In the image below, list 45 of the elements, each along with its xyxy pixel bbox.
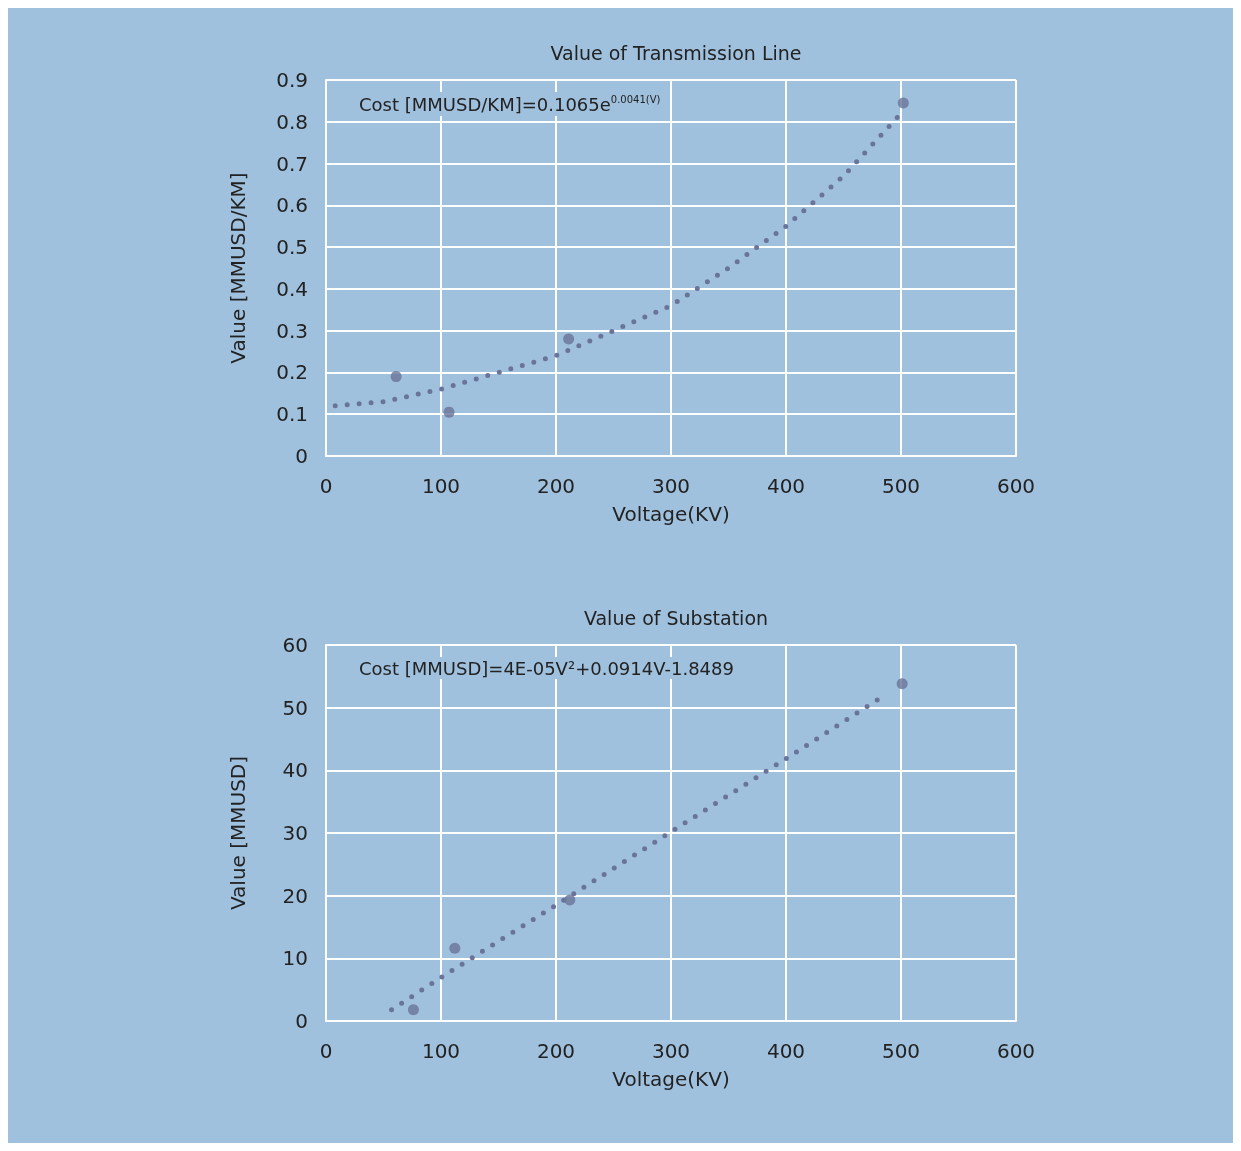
point xyxy=(449,942,461,954)
point xyxy=(390,371,402,383)
y-tick-label: 40 xyxy=(282,758,308,783)
y-tick-label: 0.7 xyxy=(276,151,308,176)
x-tick-label: 100 xyxy=(421,474,461,498)
x-tick-label: 0 xyxy=(319,474,333,498)
annotation: Cost [MMUSD]=4E-05V²+0.0914V-1.8489 xyxy=(359,657,734,679)
x-tick-label: 600 xyxy=(996,474,1036,498)
y-tick-label: 0.1 xyxy=(276,402,308,427)
y-tick-label: 0.6 xyxy=(276,193,308,218)
x-tick-label: 400 xyxy=(766,1039,806,1063)
x-tick-label: 200 xyxy=(536,474,576,498)
point xyxy=(443,406,455,418)
point xyxy=(563,333,575,345)
y-tick-label: 0.4 xyxy=(276,276,308,301)
point xyxy=(407,1004,419,1016)
chart-title: Value of Substation xyxy=(583,606,769,629)
y-tick-label: 10 xyxy=(282,946,308,971)
y-tick-label: 50 xyxy=(282,695,308,720)
x-axis-title: Voltage(KV) xyxy=(612,1067,730,1091)
y-tick-label: 0.9 xyxy=(276,68,308,92)
x-tick-label: 300 xyxy=(651,474,691,498)
x-tick-label: 300 xyxy=(651,1039,691,1063)
y-tick-label: 60 xyxy=(282,633,308,657)
x-tick-label: 100 xyxy=(421,1039,461,1063)
x-tick-label: 500 xyxy=(881,474,921,498)
y-tick-label: 0.8 xyxy=(276,109,308,134)
y-tick-label: 0.5 xyxy=(276,235,308,260)
y-tick-label: 0 xyxy=(295,1009,308,1033)
x-tick-label: 400 xyxy=(766,474,806,498)
y-tick-label: 0.3 xyxy=(276,318,308,343)
y-tick-label: 0 xyxy=(295,444,308,468)
y-axis-title: Value [MMUSD/KM] xyxy=(226,172,250,364)
chart-title: Value of Transmission Line xyxy=(550,41,802,64)
x-tick-label: 0 xyxy=(319,1039,333,1063)
point xyxy=(897,97,909,109)
y-tick-label: 0.2 xyxy=(276,360,308,385)
x-axis-title: Voltage(KV) xyxy=(612,502,730,526)
y-tick-label: 20 xyxy=(282,883,308,908)
x-tick-label: 500 xyxy=(881,1039,921,1063)
x-tick-label: 200 xyxy=(536,1039,576,1063)
point xyxy=(896,678,908,690)
x-tick-label: 600 xyxy=(996,1039,1036,1063)
y-axis-title: Value [MMUSD] xyxy=(226,755,250,911)
y-tick-label: 30 xyxy=(282,821,308,845)
